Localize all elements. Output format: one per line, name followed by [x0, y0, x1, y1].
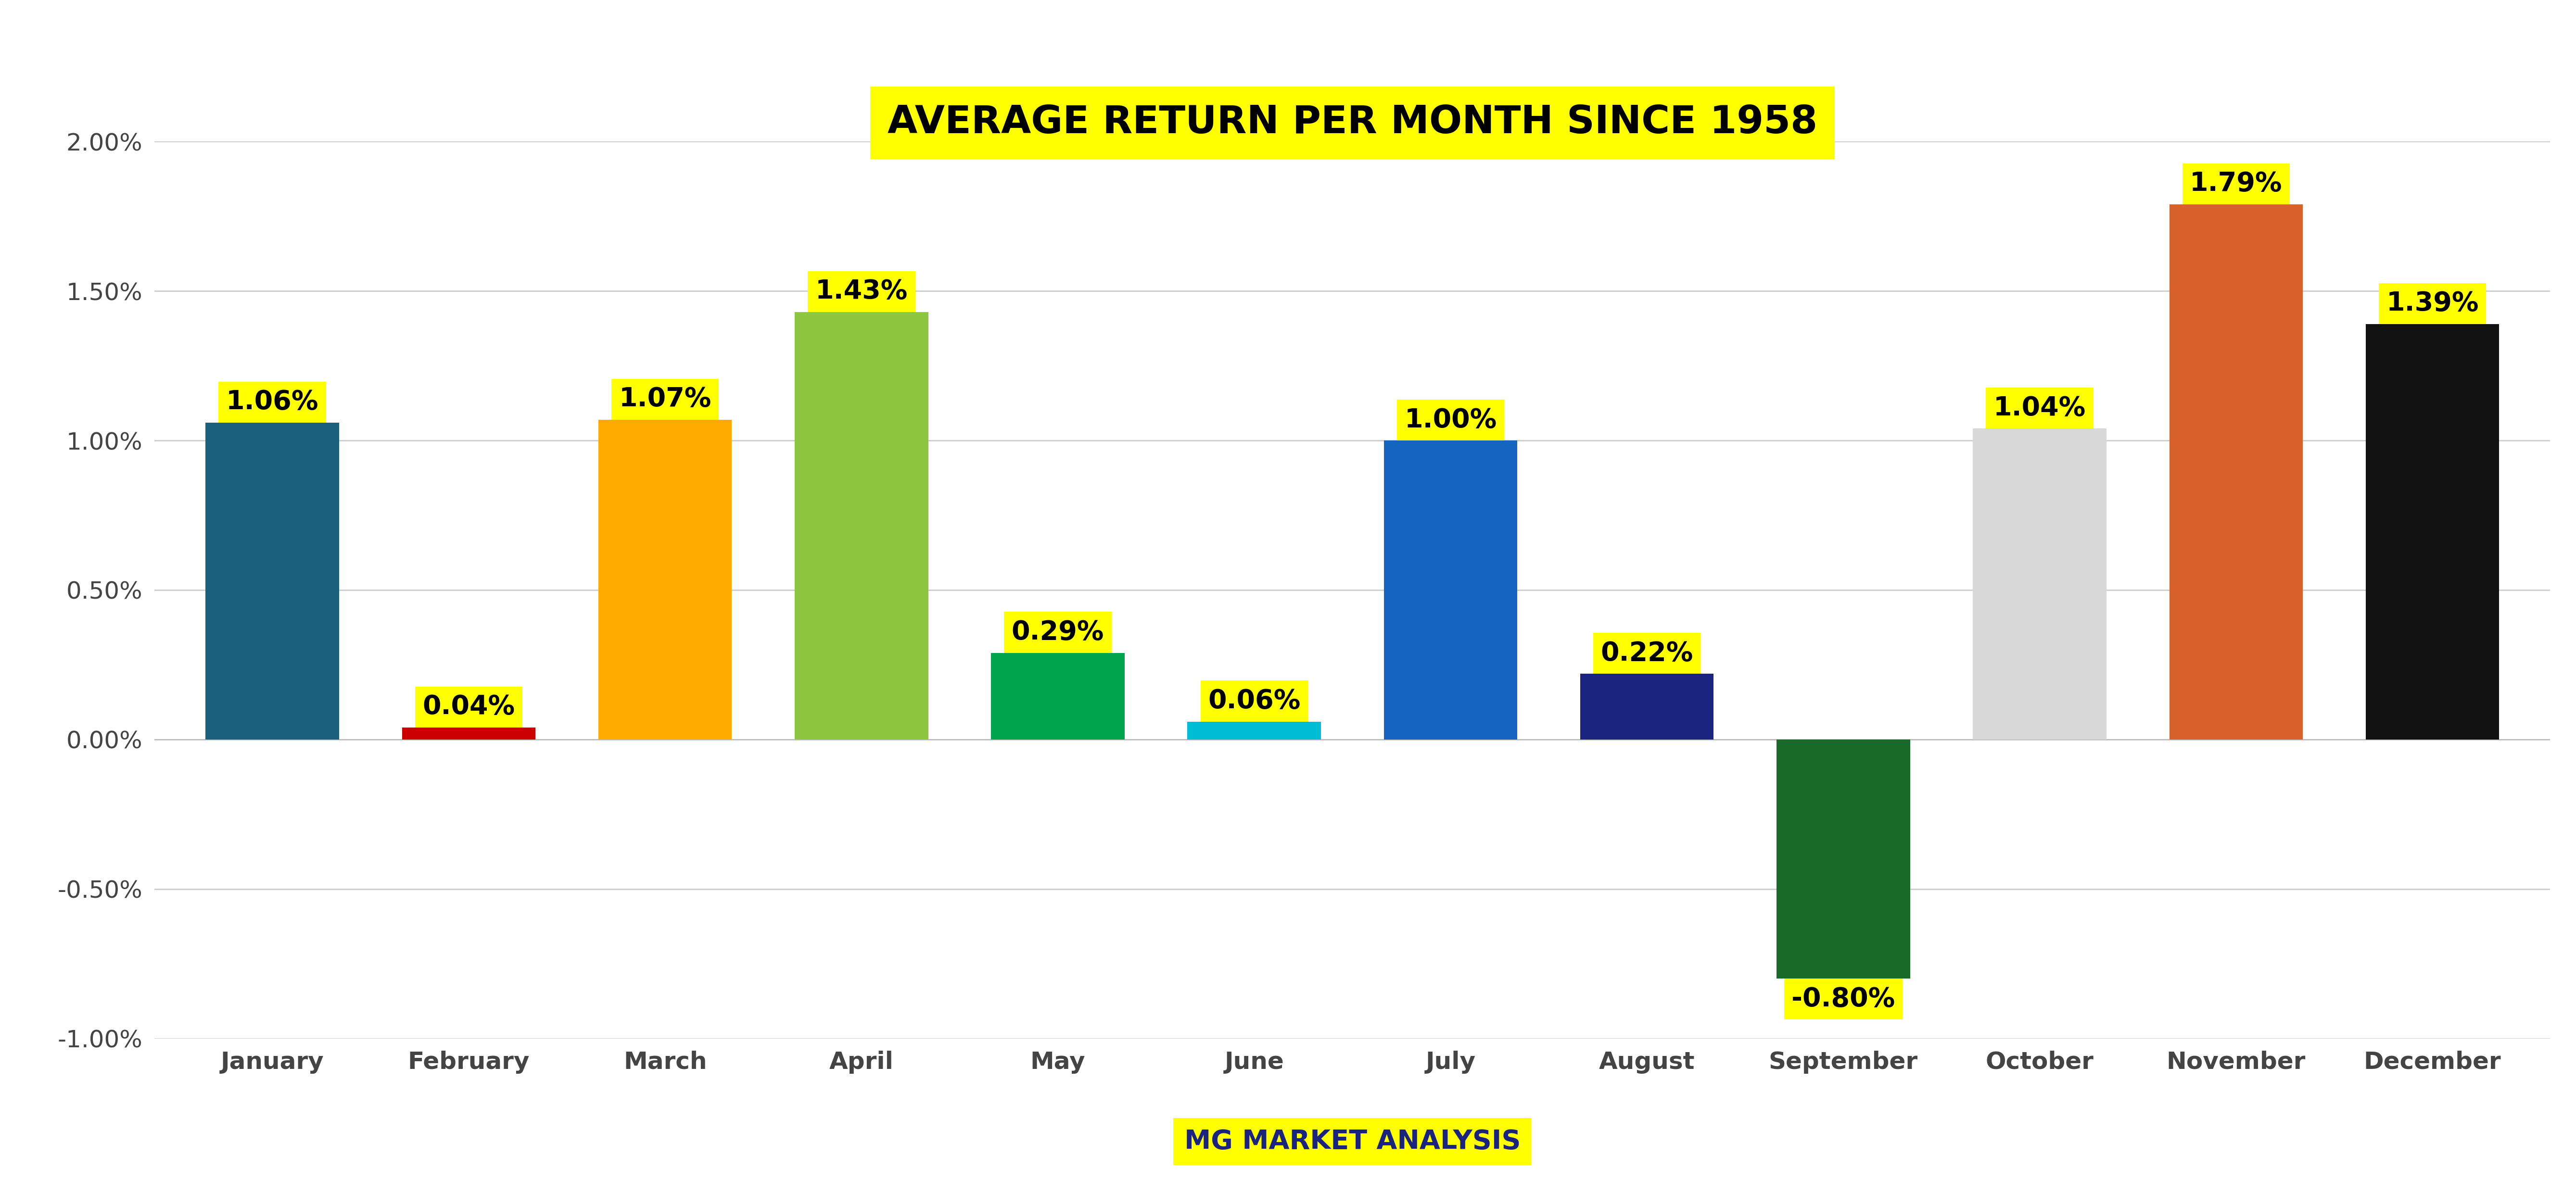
Text: 0.29%: 0.29%	[1012, 620, 1105, 645]
Text: 1.43%: 1.43%	[814, 278, 907, 304]
Text: 1.39%: 1.39%	[2385, 290, 2478, 316]
Text: MG MARKET ANALYSIS: MG MARKET ANALYSIS	[1185, 1128, 1520, 1154]
Text: 0.22%: 0.22%	[1600, 641, 1692, 667]
Bar	[1188, 721, 1321, 740]
Text: 0.04%: 0.04%	[422, 694, 515, 720]
Bar	[1579, 674, 1713, 740]
Bar	[796, 312, 927, 740]
Title: AVERAGE RETURN PER MONTH SINCE 1958: AVERAGE RETURN PER MONTH SINCE 1958	[889, 104, 1816, 142]
Bar	[992, 653, 1126, 740]
Text: 1.06%: 1.06%	[227, 389, 319, 415]
Text: 1.07%: 1.07%	[618, 386, 711, 412]
Bar	[1973, 428, 2107, 740]
Text: 1.79%: 1.79%	[2190, 171, 2282, 197]
Text: 0.06%: 0.06%	[1208, 688, 1301, 714]
Bar	[598, 420, 732, 740]
Text: -0.80%: -0.80%	[1790, 986, 1896, 1012]
Text: 1.04%: 1.04%	[1994, 395, 2087, 421]
Bar	[2169, 204, 2303, 740]
Bar	[1777, 740, 1909, 978]
Bar	[2365, 324, 2499, 740]
Bar	[402, 728, 536, 740]
Bar	[1383, 440, 1517, 740]
Bar	[206, 422, 340, 740]
Text: 1.00%: 1.00%	[1404, 407, 1497, 433]
